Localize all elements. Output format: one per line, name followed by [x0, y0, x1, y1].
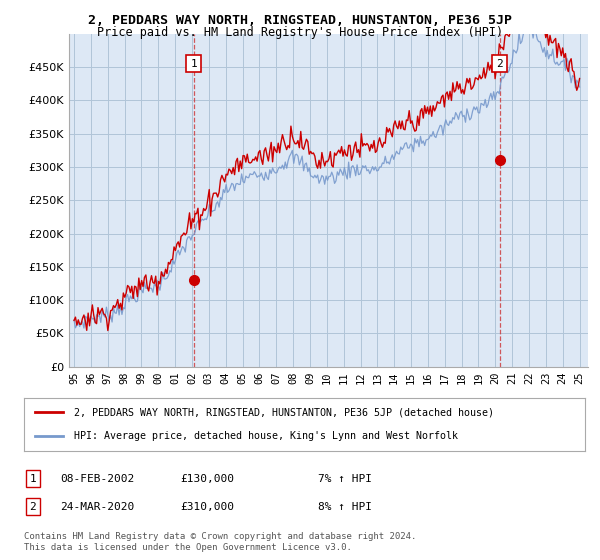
Text: £310,000: £310,000	[180, 502, 234, 512]
Text: Contains HM Land Registry data © Crown copyright and database right 2024.: Contains HM Land Registry data © Crown c…	[24, 532, 416, 541]
Text: 1: 1	[190, 59, 197, 68]
Text: 2, PEDDARS WAY NORTH, RINGSTEAD, HUNSTANTON, PE36 5JP (detached house): 2, PEDDARS WAY NORTH, RINGSTEAD, HUNSTAN…	[74, 408, 494, 418]
Text: HPI: Average price, detached house, King's Lynn and West Norfolk: HPI: Average price, detached house, King…	[74, 431, 458, 441]
Text: Price paid vs. HM Land Registry's House Price Index (HPI): Price paid vs. HM Land Registry's House …	[97, 26, 503, 39]
Text: 2: 2	[29, 502, 37, 512]
Text: 7% ↑ HPI: 7% ↑ HPI	[318, 474, 372, 484]
Text: 1: 1	[29, 474, 37, 484]
Text: 8% ↑ HPI: 8% ↑ HPI	[318, 502, 372, 512]
Text: 24-MAR-2020: 24-MAR-2020	[60, 502, 134, 512]
Text: 2, PEDDARS WAY NORTH, RINGSTEAD, HUNSTANTON, PE36 5JP: 2, PEDDARS WAY NORTH, RINGSTEAD, HUNSTAN…	[88, 14, 512, 27]
Text: £130,000: £130,000	[180, 474, 234, 484]
Text: 08-FEB-2002: 08-FEB-2002	[60, 474, 134, 484]
Text: 2: 2	[496, 59, 503, 68]
Text: This data is licensed under the Open Government Licence v3.0.: This data is licensed under the Open Gov…	[24, 543, 352, 552]
